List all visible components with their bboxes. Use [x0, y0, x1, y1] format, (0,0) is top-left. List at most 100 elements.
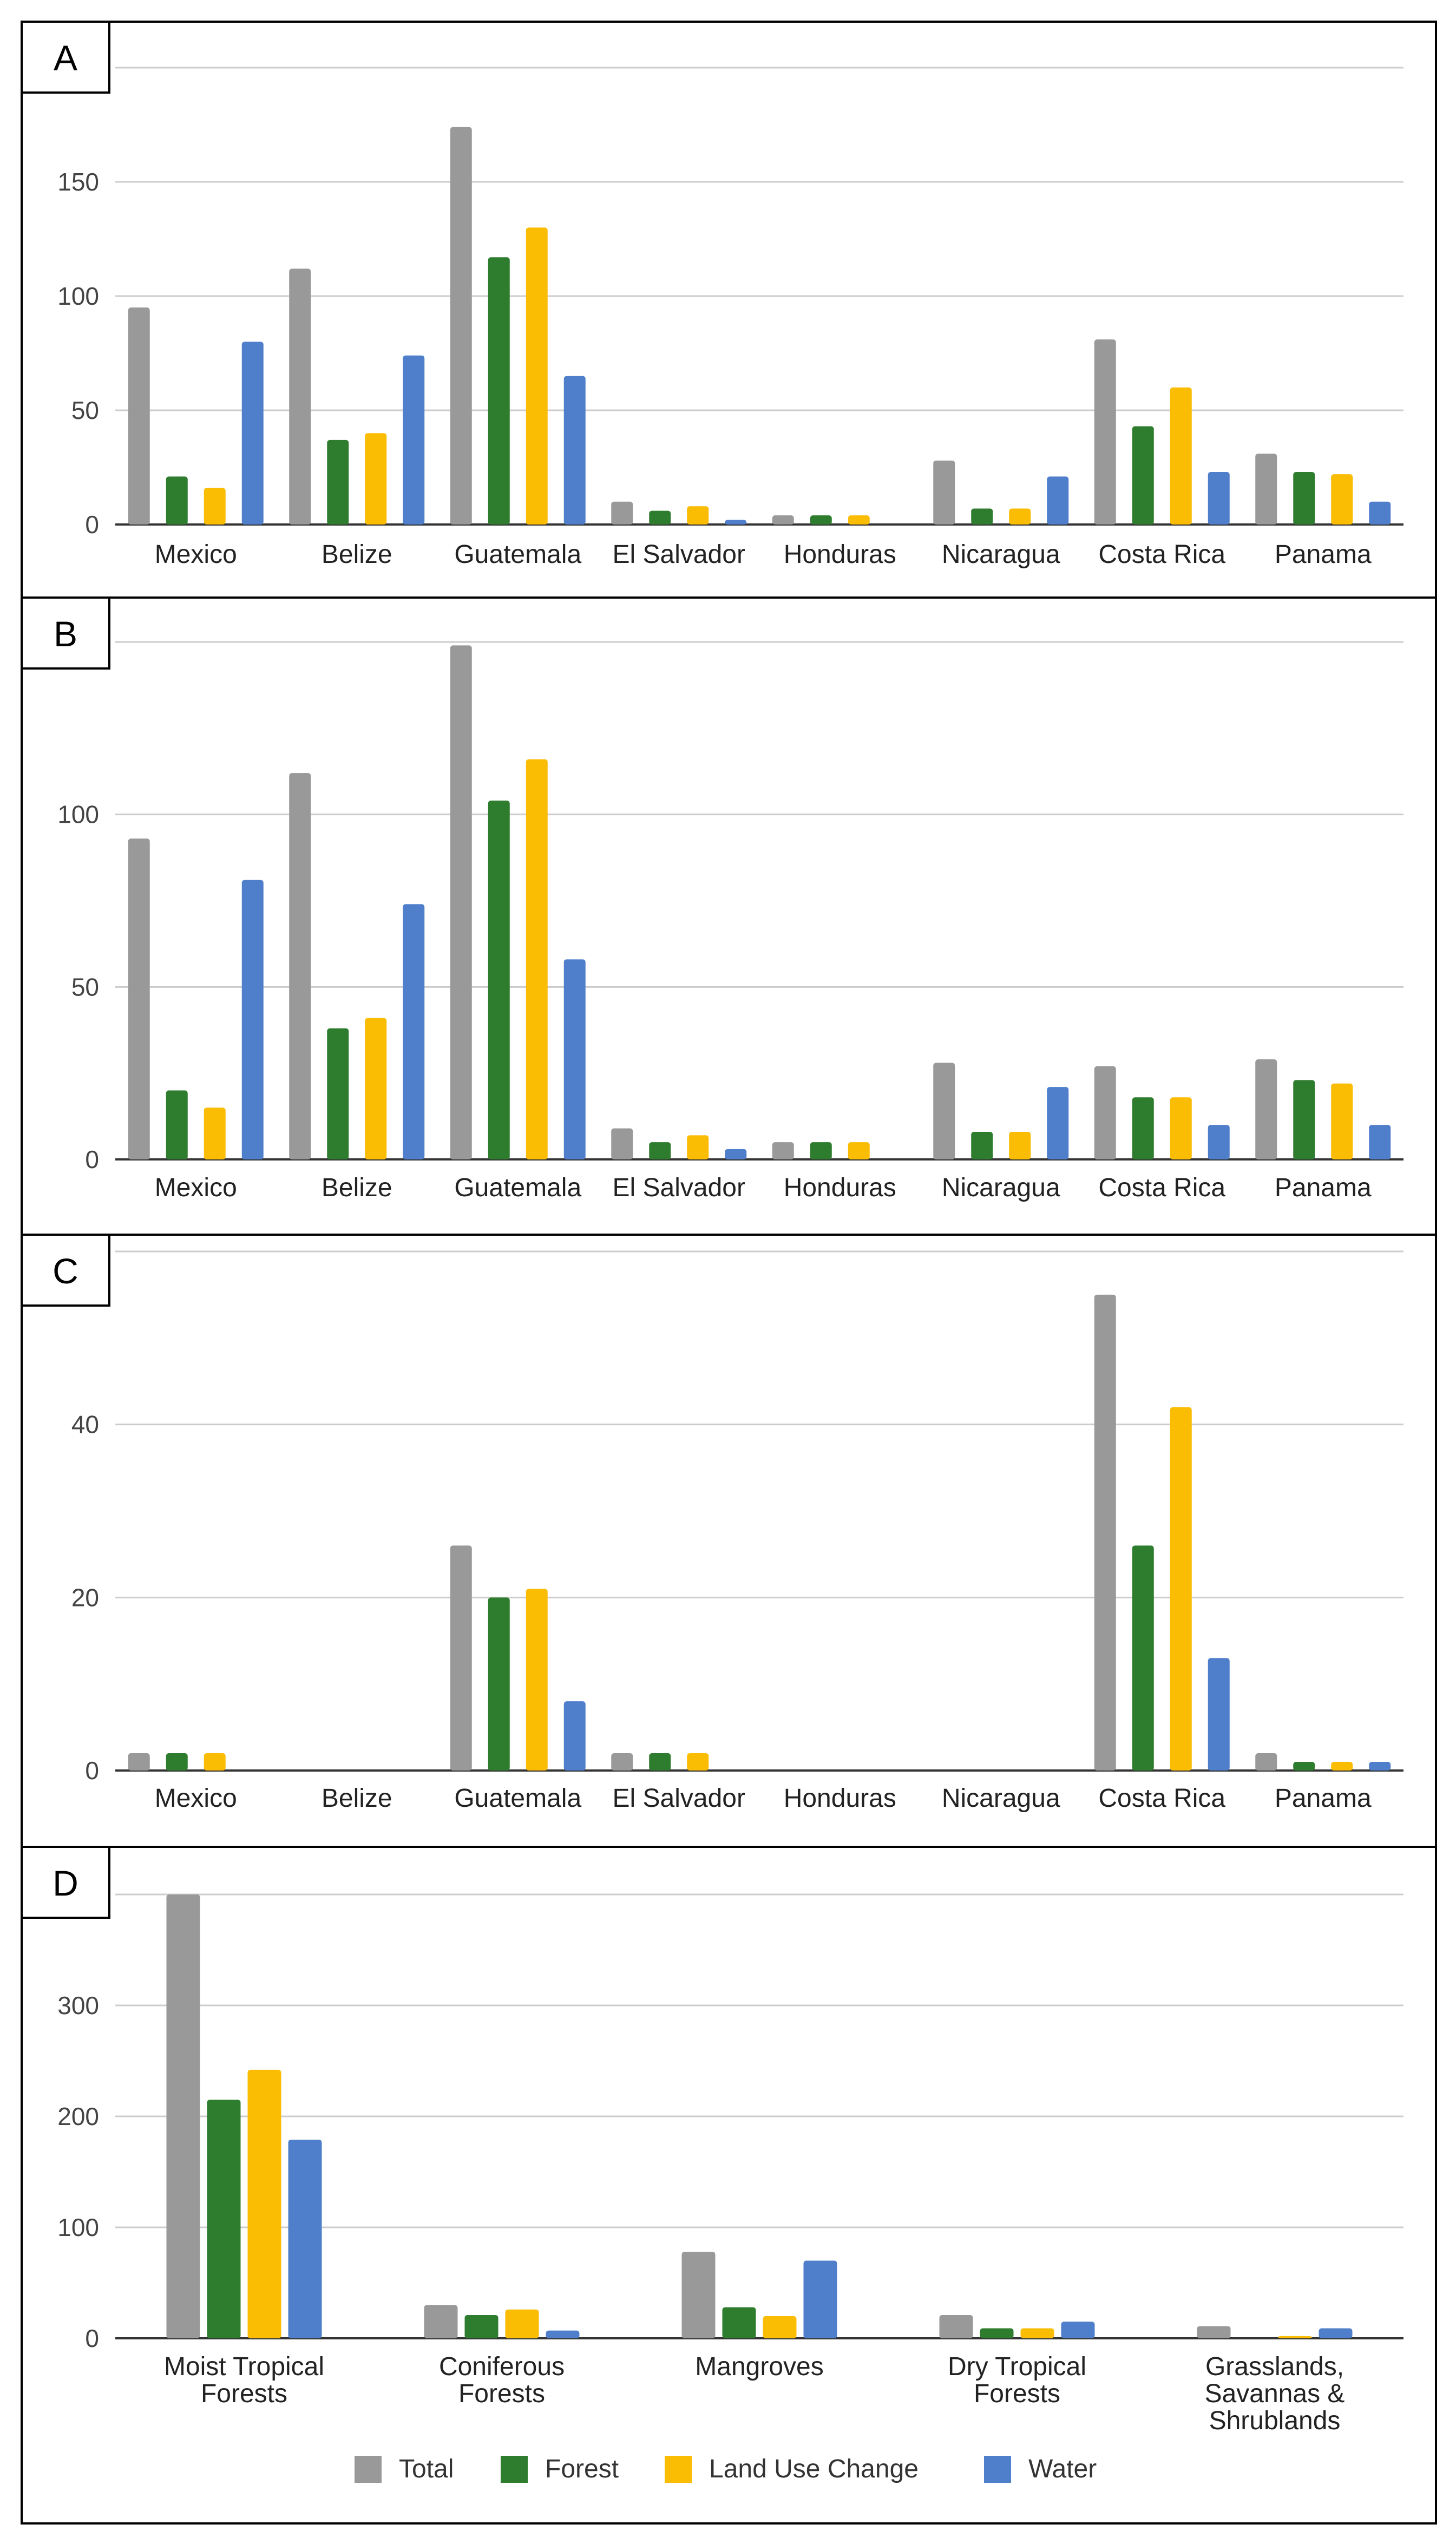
- legend-swatch: [355, 2456, 382, 2483]
- bar-total: [424, 2305, 458, 2338]
- bar-total: [1255, 1753, 1277, 1771]
- panel-label-box: [21, 1234, 110, 1307]
- bar-water: [1061, 2322, 1095, 2338]
- bar-forest: [810, 1142, 832, 1159]
- legend: Total Forest Land Use Change Water: [355, 2455, 1097, 2483]
- x-category-label: Panama: [1275, 540, 1372, 569]
- bar-forest: [1132, 1545, 1154, 1771]
- panel-label: A: [54, 38, 77, 78]
- bar-land-use-change: [848, 1142, 870, 1159]
- bar-water: [1369, 1762, 1391, 1771]
- bar-forest: [327, 440, 349, 524]
- x-category-label: Guatemala: [454, 540, 581, 569]
- bar-total: [1255, 454, 1277, 524]
- bar-total: [611, 501, 633, 524]
- x-category-label: Belize: [322, 1173, 392, 1202]
- bar-land-use-change: [687, 1753, 709, 1771]
- bar-water: [1047, 476, 1069, 524]
- x-category-label: Coniferous Forests: [439, 2352, 565, 2408]
- bar-water: [241, 342, 264, 524]
- bar-water: [725, 520, 747, 524]
- x-category-label: Honduras: [784, 1173, 896, 1202]
- legend-swatch: [984, 2456, 1011, 2483]
- bar-forest: [166, 1090, 188, 1159]
- bar-land-use-change: [1020, 2328, 1054, 2338]
- bar-water: [1208, 1125, 1230, 1159]
- x-category-label: Nicaragua: [942, 1173, 1060, 1202]
- panel-b: B 0 50 100 Mexico Belize Guatemala El Salvador H…: [21, 596, 1437, 1236]
- x-category-label: Guatemala: [454, 1173, 581, 1202]
- x-category-label: El Salvador: [613, 1784, 745, 1813]
- x-category-label: Honduras: [784, 540, 896, 569]
- bar-land-use-change: [247, 2069, 281, 2338]
- bar-land-use-change: [1331, 1762, 1353, 1771]
- legend-swatch: [665, 2456, 692, 2483]
- y-tick-label: 50: [71, 973, 99, 1001]
- bar-total: [450, 645, 472, 1159]
- bar-land-use-change: [526, 759, 548, 1159]
- panel-d: D 0 100 200 300 Moist Tropical Forests Conifero…: [21, 1846, 1437, 2525]
- y-tick-label: 0: [85, 510, 99, 539]
- y-tick-label: 0: [85, 1756, 99, 1785]
- bar-land-use-change: [1331, 1083, 1353, 1159]
- bar-land-use-change: [204, 1753, 226, 1771]
- bar-total: [128, 838, 150, 1159]
- bar-land-use-change: [365, 433, 387, 524]
- x-category-label: Mexico: [155, 1784, 237, 1813]
- bar-water: [241, 880, 264, 1159]
- bar-forest: [166, 1753, 188, 1771]
- bar-total: [1255, 1059, 1277, 1159]
- panel-label-box: [21, 596, 110, 670]
- y-tick-label: 100: [57, 801, 99, 829]
- bar-total: [289, 773, 311, 1159]
- y-tick-label: 300: [57, 1991, 99, 2020]
- legend-label: Land Use Change: [709, 2455, 919, 2483]
- bar-land-use-change: [204, 1107, 226, 1159]
- x-category-label: Moist Tropical Forests: [164, 2352, 324, 2408]
- bar-total: [450, 1545, 472, 1771]
- x-category-label: Panama: [1275, 1173, 1372, 1202]
- bar-water: [725, 1149, 747, 1159]
- bar-total: [772, 515, 794, 524]
- x-category-label: Grasslands, Savannas & Shrublands: [1205, 2352, 1345, 2435]
- bar-water: [1369, 501, 1391, 524]
- bar-forest: [810, 515, 832, 524]
- bar-forest: [649, 1142, 671, 1159]
- bar-forest: [971, 1132, 993, 1159]
- bar-total: [611, 1753, 633, 1771]
- x-category-label: El Salvador: [613, 540, 745, 569]
- bar-total: [611, 1128, 633, 1159]
- bar-forest: [722, 2307, 756, 2338]
- legend-label: Water: [1028, 2455, 1097, 2483]
- bar-water: [803, 2260, 837, 2338]
- x-category-label: Guatemala: [454, 1784, 581, 1813]
- bar-land-use-change: [1009, 1132, 1031, 1159]
- bar-land-use-change: [763, 2316, 797, 2338]
- legend-label: Total: [399, 2455, 454, 2483]
- bar-forest: [1132, 1097, 1154, 1159]
- bar-total: [933, 1063, 955, 1159]
- bar-water: [563, 1701, 586, 1771]
- bar-forest: [488, 257, 510, 524]
- panel-label-box: [21, 21, 110, 94]
- y-tick-label: 20: [71, 1583, 99, 1611]
- bar-total: [166, 1894, 200, 2338]
- bar-land-use-change: [204, 488, 226, 524]
- y-tick-label: 0: [85, 1145, 99, 1173]
- x-category-label: Belize: [322, 1784, 392, 1813]
- x-category-label: Costa Rica: [1098, 1173, 1225, 1202]
- bar-water: [403, 904, 425, 1159]
- bar-total: [681, 2252, 716, 2338]
- x-category-label: Mexico: [155, 540, 237, 569]
- bar-forest: [488, 801, 510, 1159]
- bar-forest: [649, 510, 671, 524]
- bar-total: [1094, 339, 1116, 524]
- bar-land-use-change: [526, 227, 548, 524]
- bar-total: [1197, 2326, 1231, 2338]
- bar-land-use-change: [1170, 1097, 1192, 1159]
- bar-land-use-change: [1170, 387, 1192, 524]
- bar-forest: [1293, 1080, 1315, 1159]
- bar-land-use-change: [505, 2309, 539, 2338]
- panel-c: C 0 20 40 Mexico Belize Guatemala El Salvador Ho…: [21, 1234, 1437, 1848]
- y-tick-label: 100: [57, 2213, 99, 2241]
